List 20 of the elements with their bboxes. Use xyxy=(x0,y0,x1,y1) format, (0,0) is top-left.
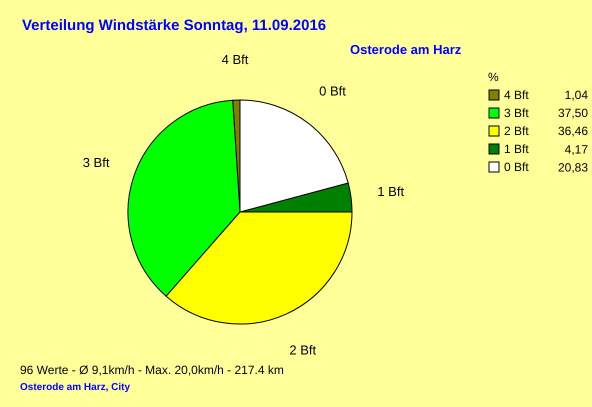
data-label: 4,17 xyxy=(564,142,588,156)
slice-label: 0 Bft xyxy=(319,83,346,98)
slice-label: 3 Bft xyxy=(82,155,110,170)
data-label: 20,83 xyxy=(558,160,588,174)
legend-label: 1 Bft xyxy=(504,142,530,156)
data-label: 1,04 xyxy=(564,88,588,102)
chart-subtitle: Osterode am Harz xyxy=(350,42,462,57)
chart-title: Verteilung Windstärke Sonntag, 11.09.2016 xyxy=(22,17,326,34)
text: Osterode am Harz, City xyxy=(20,382,130,393)
text: 96 Werte - Ø 9,1km/h - Max. 20,0km/h - 217.4 km xyxy=(20,363,284,377)
slice-label: 2 Bft xyxy=(289,342,316,358)
slice-label: 4 Bft xyxy=(222,52,249,68)
legend-label: 2 Bft xyxy=(504,124,530,138)
legend-label: 3 Bft xyxy=(504,106,530,120)
data-label: 37,50 xyxy=(558,106,588,120)
slice-label: 1 Bft xyxy=(377,184,404,200)
legend-label: 0 Bft xyxy=(504,160,530,174)
data-label: 36,46 xyxy=(558,124,588,138)
legend-title: % xyxy=(488,70,499,84)
legend-label: 4 Bft xyxy=(504,88,530,102)
